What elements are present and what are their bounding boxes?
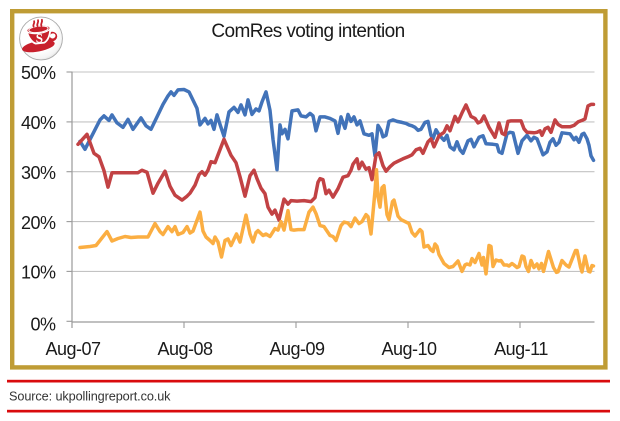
svg-text:20%: 20% xyxy=(21,213,56,233)
svg-text:Aug-09: Aug-09 xyxy=(269,339,325,359)
svg-text:40%: 40% xyxy=(21,113,56,133)
svg-text:Aug-07: Aug-07 xyxy=(45,339,101,359)
svg-text:Aug-10: Aug-10 xyxy=(381,339,437,359)
svg-text:Source: ukpollingreport.co.uk: Source: ukpollingreport.co.uk xyxy=(9,389,171,403)
svg-text:Aug-08: Aug-08 xyxy=(157,339,213,359)
svg-text:0%: 0% xyxy=(30,315,56,335)
svg-text:S: S xyxy=(36,31,43,46)
svg-text:Aug-11: Aug-11 xyxy=(494,339,548,359)
svg-text:10%: 10% xyxy=(21,263,56,283)
svg-text:30%: 30% xyxy=(21,163,56,183)
svg-text:50%: 50% xyxy=(21,63,56,83)
svg-text:ComRes voting intention: ComRes voting intention xyxy=(211,21,404,42)
